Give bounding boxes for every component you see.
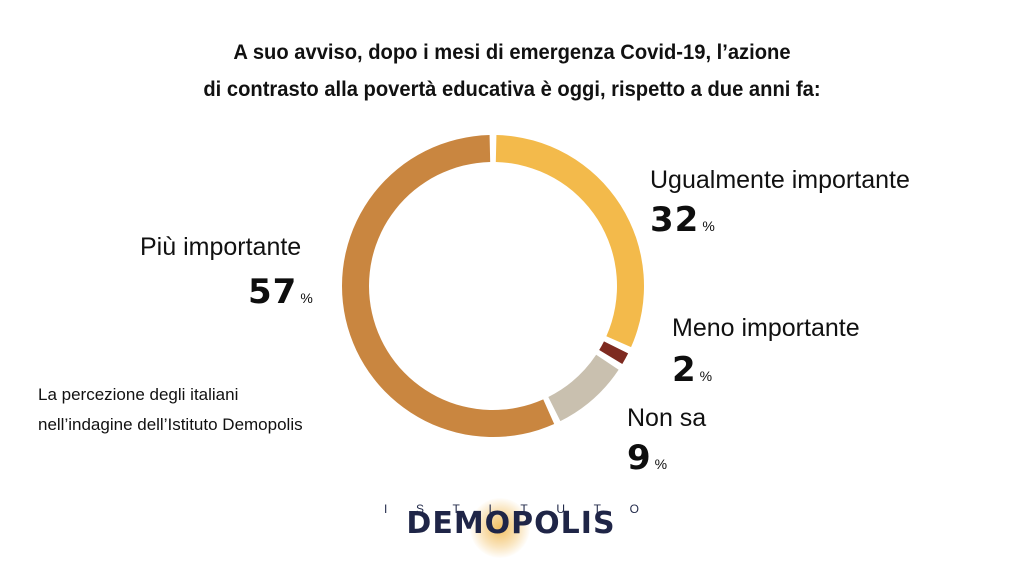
logo-letter: I	[488, 502, 492, 516]
logo-letter: U	[556, 502, 566, 516]
logo-letter: I	[384, 502, 388, 516]
slice-value-meno-importante: 2%	[672, 350, 713, 390]
chart-title-line-1: A suo avviso, dopo i mesi di emergenza C…	[233, 41, 791, 64]
source-note-line-1: La percezione degli italiani	[38, 385, 239, 404]
logo-letter: O	[629, 502, 639, 516]
chart-title: A suo avviso, dopo i mesi di emergenza C…	[20, 34, 1003, 108]
slice-label-meno-importante: Meno importante	[672, 314, 860, 342]
chart-title-line-2: di contrasto alla povertà educativa è og…	[203, 78, 821, 101]
slice-label-piu-importante: Più importante	[140, 233, 302, 261]
source-note: La percezione degli italiani nell’indagi…	[38, 380, 303, 440]
logo-letter: S	[415, 502, 424, 516]
slice-value-ugualmente-importante: 32%	[650, 200, 715, 240]
logo-istituto-letters: I S T I T U T O	[384, 502, 639, 516]
slice-value-piu-importante: 57%	[248, 272, 313, 312]
logo-letter: T	[520, 502, 528, 516]
demopolis-logo: DEMOPOLIS	[406, 506, 616, 541]
logo-letter: T	[593, 502, 601, 516]
slice-value-non-sa: 9%	[627, 438, 668, 478]
donut-slices	[342, 135, 645, 437]
source-note-line-2: nell’indagine dell’Istituto Demopolis	[38, 415, 303, 434]
slice-label-non-sa: Non sa	[627, 404, 707, 432]
logo-letter: T	[452, 502, 460, 516]
donut-slice-pi-importante	[342, 135, 555, 437]
donut-slice-meno-importante	[599, 341, 629, 364]
donut-slice-non-sa	[548, 354, 619, 422]
logo-glow	[470, 498, 530, 558]
donut-slice-ugualmente-importante	[495, 135, 645, 348]
slice-label-ugualmente-importante: Ugualmente importante	[650, 166, 910, 194]
